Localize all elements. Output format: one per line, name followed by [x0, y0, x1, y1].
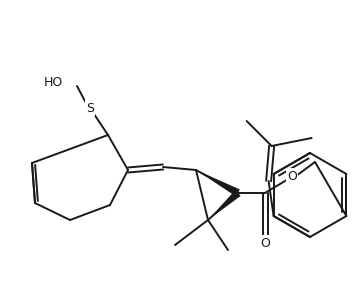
Text: HO: HO: [44, 76, 63, 88]
Polygon shape: [208, 190, 241, 220]
Text: S: S: [86, 102, 94, 115]
Polygon shape: [196, 170, 240, 196]
Text: O: O: [260, 236, 270, 250]
Text: O: O: [287, 169, 297, 182]
